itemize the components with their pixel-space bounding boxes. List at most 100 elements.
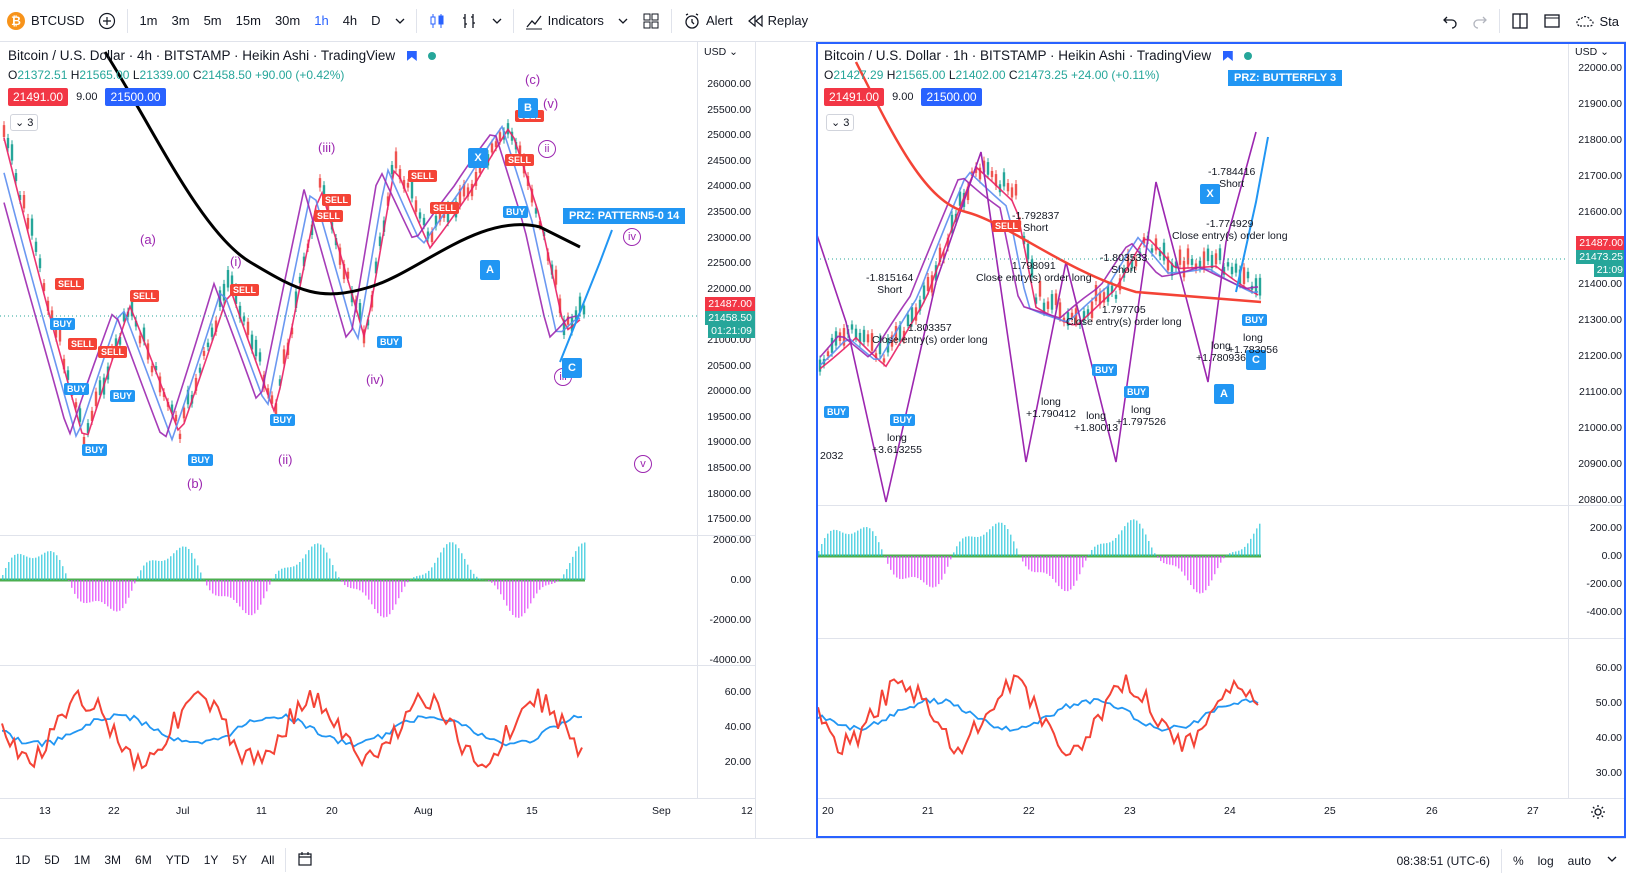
candle-body <box>210 327 214 337</box>
last-price-tag: 21487.00 <box>1576 236 1626 250</box>
buy-signal: BUY <box>1092 364 1118 376</box>
histogram-bar <box>1061 556 1063 590</box>
symbol-search[interactable]: ₿ BTCUSD <box>0 0 91 42</box>
right-chart-canvas[interactable] <box>816 42 1626 838</box>
axis-currency-label[interactable]: USD ⌄ <box>704 46 738 58</box>
interval-dropdown[interactable] <box>388 0 412 42</box>
interval-1m[interactable]: 1m <box>139 13 158 28</box>
chart-settings-button[interactable] <box>1590 804 1606 823</box>
range-5d[interactable]: 5D <box>44 853 60 867</box>
auto-scale-toggle[interactable]: auto <box>1567 853 1591 868</box>
price-tick: 21700.00 <box>1578 170 1622 182</box>
time-axis[interactable]: 13 22 Jul 11 20 Aug 15 Sep 12 <box>0 798 755 838</box>
candle-body <box>114 338 118 348</box>
pane-divider[interactable] <box>0 665 755 666</box>
range-1y[interactable]: 1Y <box>203 853 219 867</box>
histogram-bar <box>506 580 508 606</box>
indicator-collapse-button[interactable]: ⌄ 3 <box>10 114 39 131</box>
histogram-bar <box>134 580 136 584</box>
layout-select-button[interactable] <box>1504 0 1536 42</box>
chart-type-dropdown[interactable] <box>485 0 509 42</box>
range-6m[interactable]: 6M <box>135 853 152 867</box>
indicator-tick: 60.00 <box>1595 662 1622 674</box>
chevron-down-icon <box>618 18 628 24</box>
indicator-tick: 40.00 <box>724 721 751 733</box>
sell-price-button[interactable]: 21491.00 <box>8 88 69 106</box>
candle-body <box>1162 242 1166 261</box>
histogram-bar <box>563 574 565 580</box>
indicator-count: 3 <box>843 117 850 129</box>
goto-date-button[interactable] <box>290 851 320 870</box>
layout-button[interactable] <box>635 0 667 42</box>
price-axis[interactable]: USD ⌄ 22000.00 21900.00 21800.00 21700.00 21… <box>1568 42 1626 798</box>
interval-1h[interactable]: 1h <box>314 13 329 28</box>
layout-dropdown[interactable] <box>1536 0 1568 42</box>
price-axis[interactable]: USD ⌄ 26000.00 25500.00 25000.00 24500.00 24… <box>697 42 755 798</box>
moving-average-line <box>819 165 1259 370</box>
fullscreen-button[interactable] <box>1598 852 1626 869</box>
flag-icon[interactable] <box>406 51 417 61</box>
histogram-bar <box>1079 556 1081 575</box>
save-cloud-button[interactable]: Sta <box>1568 0 1626 42</box>
clock-timezone[interactable]: 08:38:51 (UTC-6) <box>1396 853 1490 868</box>
candle-body <box>914 307 918 321</box>
flag-icon[interactable] <box>1222 51 1233 61</box>
candles-type-button[interactable] <box>421 0 453 42</box>
undo-button[interactable] <box>1435 0 1465 42</box>
histogram-bar <box>431 567 433 580</box>
candle-body <box>566 316 570 325</box>
alert-button[interactable]: Alert <box>676 0 740 42</box>
redo-icon <box>1473 16 1488 29</box>
histogram-bar <box>1073 556 1075 586</box>
range-all[interactable]: All <box>261 853 275 867</box>
interval-15m[interactable]: 15m <box>235 13 261 28</box>
candle-body <box>1126 252 1130 268</box>
range-3m[interactable]: 3M <box>104 853 122 867</box>
histogram-bar <box>107 580 109 607</box>
buy-price-button[interactable]: 21500.00 <box>105 88 166 106</box>
sell-price-button[interactable]: 21491.00 <box>824 88 885 106</box>
range-1d[interactable]: 1D <box>15 853 31 867</box>
chart-pane-right[interactable]: Bitcoin / U.S. Dollar · 1h · BITSTAMP · … <box>816 42 1626 838</box>
axis-currency-label[interactable]: USD ⌄ <box>1575 46 1609 58</box>
range-ytd[interactable]: YTD <box>165 853 190 867</box>
interval-4h[interactable]: 4h <box>342 13 358 28</box>
wave-label: (c) <box>525 72 541 87</box>
range-1m[interactable]: 1M <box>73 853 91 867</box>
interval-3m[interactable]: 3m <box>171 13 190 28</box>
pane-divider[interactable] <box>816 505 1626 506</box>
histogram-bar <box>1121 530 1123 556</box>
buy-price-button[interactable]: 21500.00 <box>921 88 982 106</box>
replay-button[interactable]: Replay <box>740 0 815 42</box>
interval-d[interactable]: D <box>371 13 381 28</box>
histogram-bar <box>443 547 445 580</box>
indicators-button[interactable]: Indicators <box>518 0 611 42</box>
histogram-bar <box>422 574 424 580</box>
candle-body <box>346 271 350 279</box>
pane-divider[interactable] <box>0 535 755 536</box>
range-5y[interactable]: 5Y <box>232 853 248 867</box>
log-scale-toggle[interactable]: log <box>1537 853 1554 868</box>
indicators-dropdown[interactable] <box>611 0 635 42</box>
left-chart-canvas[interactable] <box>0 42 755 838</box>
candle-body <box>1230 266 1234 275</box>
time-axis[interactable]: 20 21 22 23 24 25 26 27 <box>816 798 1626 838</box>
percent-scale-toggle[interactable]: % <box>1512 853 1524 868</box>
interval-30m[interactable]: 30m <box>274 13 301 28</box>
histogram-bar <box>56 555 58 580</box>
indicator-collapse-button[interactable]: ⌄ 3 <box>826 114 855 131</box>
histogram-bar <box>524 580 526 614</box>
histogram-bar <box>554 580 556 584</box>
candle-body <box>530 188 534 203</box>
redo-button[interactable] <box>1465 0 1495 42</box>
candle-body <box>34 241 38 252</box>
pane-divider[interactable] <box>816 638 1626 639</box>
histogram-bar <box>1028 556 1030 570</box>
compare-symbol-button[interactable] <box>91 0 123 42</box>
candle-body <box>78 408 82 422</box>
bars-type-button[interactable] <box>453 0 485 42</box>
pattern-point-c: C <box>1246 350 1266 370</box>
interval-5m[interactable]: 5m <box>203 13 222 28</box>
chart-pane-left[interactable]: Bitcoin / U.S. Dollar · 4h · BITSTAMP · … <box>0 42 755 838</box>
histogram-bar <box>5 567 7 580</box>
